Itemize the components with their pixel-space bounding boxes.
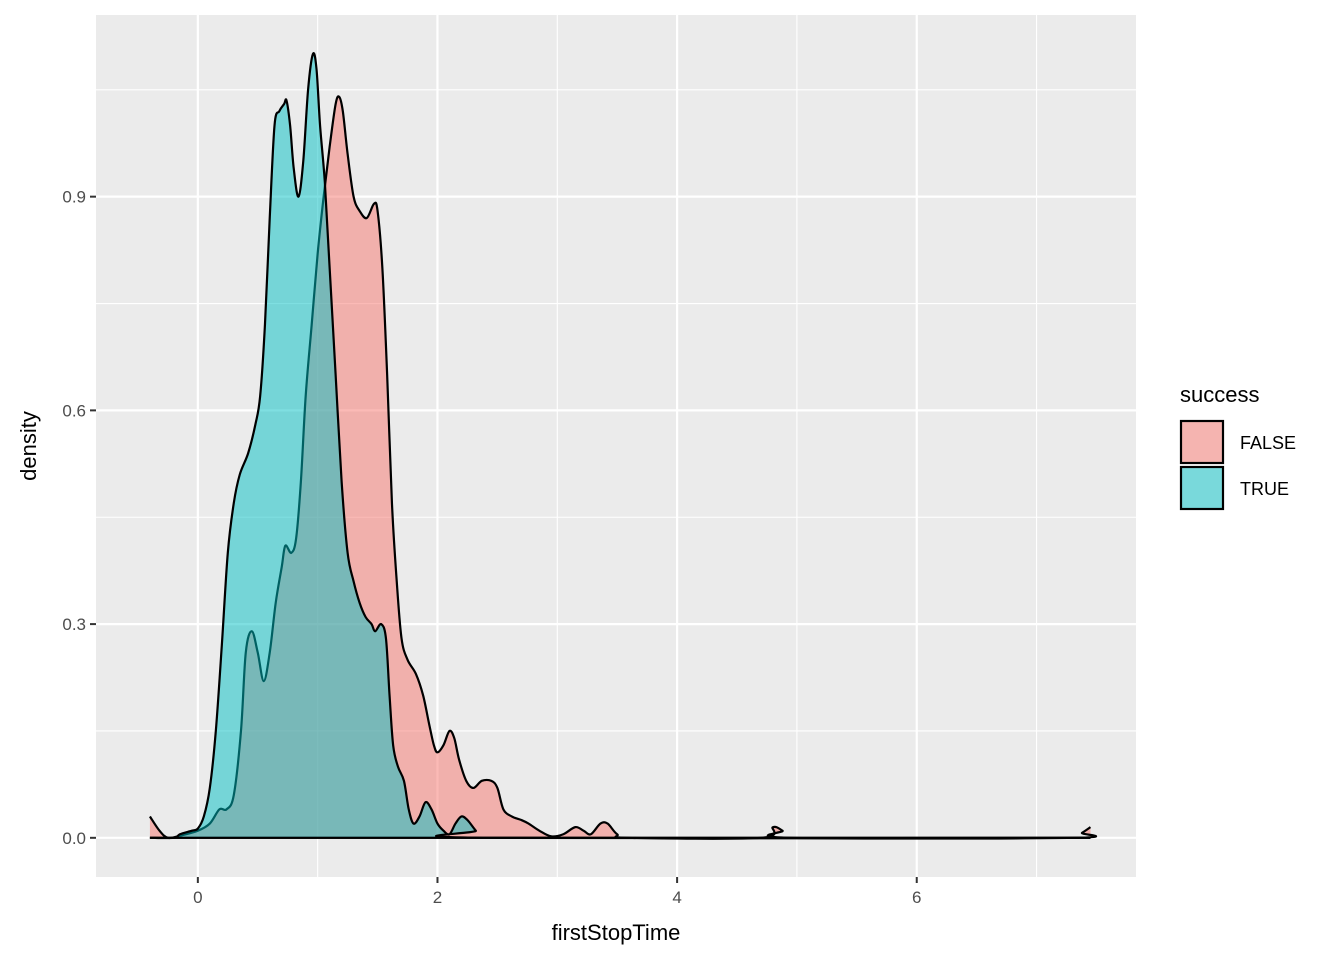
density-area-true	[149, 53, 1091, 839]
x-tick-label: 4	[672, 888, 681, 907]
x-axis-title: firstStopTime	[552, 920, 681, 945]
y-axis-title: density	[16, 411, 41, 481]
y-axis-ticks: 0.0 0.3 0.6 0.9	[62, 188, 96, 848]
x-axis-ticks: 0 2 4 6	[193, 877, 921, 907]
x-tick-label: 2	[433, 888, 442, 907]
legend-swatch-false	[1179, 419, 1225, 465]
major-gridlines	[96, 15, 1136, 877]
legend-title: success	[1180, 382, 1259, 407]
legend-label-false: FALSE	[1240, 433, 1296, 453]
y-tick-label: 0.6	[62, 401, 86, 420]
legend: success FALSE TRUE	[1179, 382, 1296, 511]
x-tick-label: 6	[912, 888, 921, 907]
density-areas	[149, 52, 1098, 840]
legend-label-true: TRUE	[1240, 479, 1289, 499]
legend-keys: FALSE TRUE	[1179, 419, 1296, 511]
legend-swatch-true	[1179, 465, 1225, 511]
y-tick-label: 0.0	[62, 829, 86, 848]
x-tick-label: 0	[193, 888, 202, 907]
y-tick-label: 0.9	[62, 188, 86, 207]
y-tick-label: 0.3	[62, 615, 86, 634]
density-line-true	[149, 52, 1091, 840]
